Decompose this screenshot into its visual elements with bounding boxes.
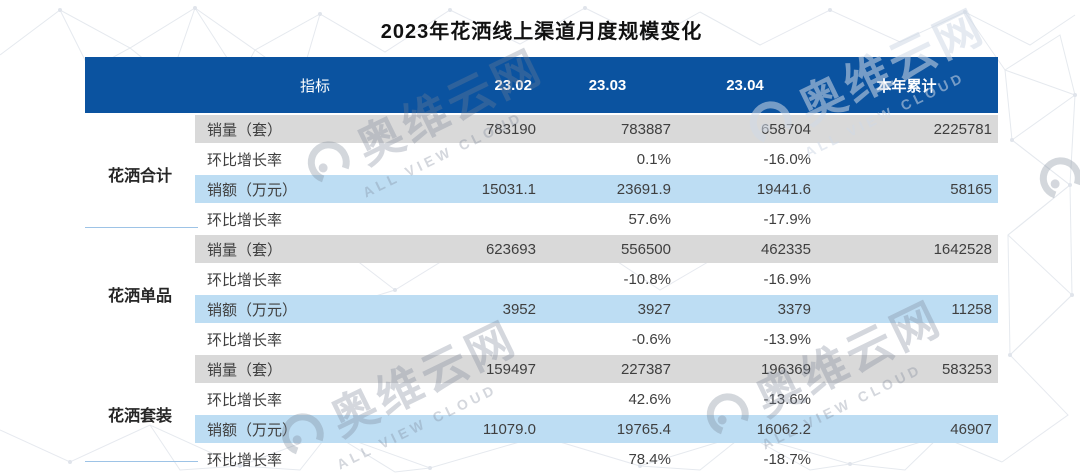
table-row: 环比增长率 42.6% -13.6% [85,384,998,414]
value-cell: 658704 [760,120,811,138]
indicator-cell: 销额（万元） [207,181,298,199]
value-cell: 3927 [637,300,671,318]
value-cell: 159497 [485,360,536,378]
group-separator-line [85,461,198,462]
value-cell: -0.6% [631,330,671,348]
group-label: 花洒单品 [107,288,172,305]
value-cell: 462335 [760,240,811,258]
indicator-cell: 环比增长率 [207,331,283,349]
indicator-cell: 销额（万元） [207,421,298,439]
indicator-cell: 环比增长率 [207,211,283,229]
value-cell: -16.0% [763,150,811,168]
indicator-cell: 环比增长率 [207,271,283,289]
header-month-23-02: 23.02 [494,76,532,94]
value-cell: 58165 [950,180,992,198]
value-cell: 783190 [485,120,536,138]
watermark-en-text: ALL VIEW CLOUD [1023,91,1080,250]
value-cell: 3952 [502,300,536,318]
value-cell: 46907 [950,420,992,438]
table-row: 销额（万元） 3952 3927 3379 11258 [85,294,998,324]
value-cell: 1642528 [933,240,992,258]
value-cell: -13.9% [763,330,811,348]
header-indicator: 指标 [299,77,330,95]
header-month-23-03: 23.03 [588,76,627,94]
indicator-cell: 销量（套） [207,241,283,259]
value-cell: 23691.9 [616,180,671,198]
table-row: 环比增长率 -10.8% -16.9% [85,264,998,294]
table-row: 环比增长率 -0.6% -13.9% [85,324,998,354]
value-cell: 623693 [485,240,536,258]
value-cell: 3379 [777,300,811,318]
watermark-cn-text: 奥维云网 [1076,47,1080,194]
table-group: 销量（套） 783190 783887 658704 2225781 环比增长率 0.1% -… [85,114,998,234]
table-row: 销额（万元） 11079.0 19765.4 16062.2 46907 [85,414,998,444]
table-row: 环比增长率 78.4% -18.7% [85,444,998,474]
value-cell: 556500 [620,240,671,258]
value-cell: 227387 [620,360,671,378]
table-row: 销量（套） 159497 227387 196369 583253 [85,354,998,384]
value-cell: 19765.4 [616,420,671,438]
value-cell: 11258 [951,300,992,318]
value-cell: 2225781 [933,120,992,138]
group-separator-line [85,227,198,228]
value-cell: 16062.2 [756,420,811,438]
group-label: 花洒合计 [107,168,172,185]
value-cell: -18.7% [763,450,811,468]
value-cell: -13.6% [763,390,811,408]
table-header-row: 指标 23.02 23.03 23.04 本年累计 [85,57,998,113]
table-body: 销量（套） 783190 783887 658704 2225781 环比增长率 0.1% -… [85,114,998,474]
page-title: 2023年花洒线上渠道月度规模变化 [380,21,703,43]
indicator-cell: 环比增长率 [207,391,283,409]
table-row: 销额（万元） 15031.1 23691.9 19441.6 58165 [85,174,998,204]
header-year-total: 本年累计 [876,77,937,95]
value-cell: 583253 [941,360,992,378]
table-row: 环比增长率 0.1% -16.0% [85,144,998,174]
table-row: 销量（套） 783190 783887 658704 2225781 [85,114,998,144]
indicator-cell: 销额（万元） [207,301,298,319]
avc-logo-icon [1032,150,1080,207]
value-cell: -16.9% [763,270,811,288]
value-cell: 42.6% [628,390,671,408]
table-row: 环比增长率 57.6% -17.9% [85,204,998,234]
indicator-cell: 销量（套） [207,121,283,139]
value-cell: 196369 [760,360,811,378]
table-row: 销量（套） 623693 556500 462335 1642528 [85,234,998,264]
table-group: 销量（套） 623693 556500 462335 1642528 环比增长率 -10.8… [85,234,998,354]
group-label: 花洒套装 [107,408,172,425]
indicator-cell: 销量（套） [207,361,283,379]
table-group: 销量（套） 159497 227387 196369 583253 环比增长率 42.6% -… [85,354,998,474]
header-month-23-04: 23.04 [726,76,764,94]
value-cell: 57.6% [628,210,671,228]
indicator-cell: 环比增长率 [207,151,283,169]
value-cell: -17.9% [763,210,811,228]
value-cell: 783887 [620,120,671,138]
value-cell: 19441.6 [756,180,811,198]
value-cell: 78.4% [628,450,671,468]
value-cell: 0.1% [636,150,671,168]
indicator-cell: 环比增长率 [207,451,283,469]
watermark: 奥维云网 ALL VIEW CLOUD [993,30,1080,250]
data-table: 指标 23.02 23.03 23.04 本年累计 销量（套） 783190 783… [85,57,998,474]
value-cell: 15031.1 [481,180,536,198]
value-cell: 11079.0 [482,420,536,438]
value-cell: -10.8% [623,270,671,288]
